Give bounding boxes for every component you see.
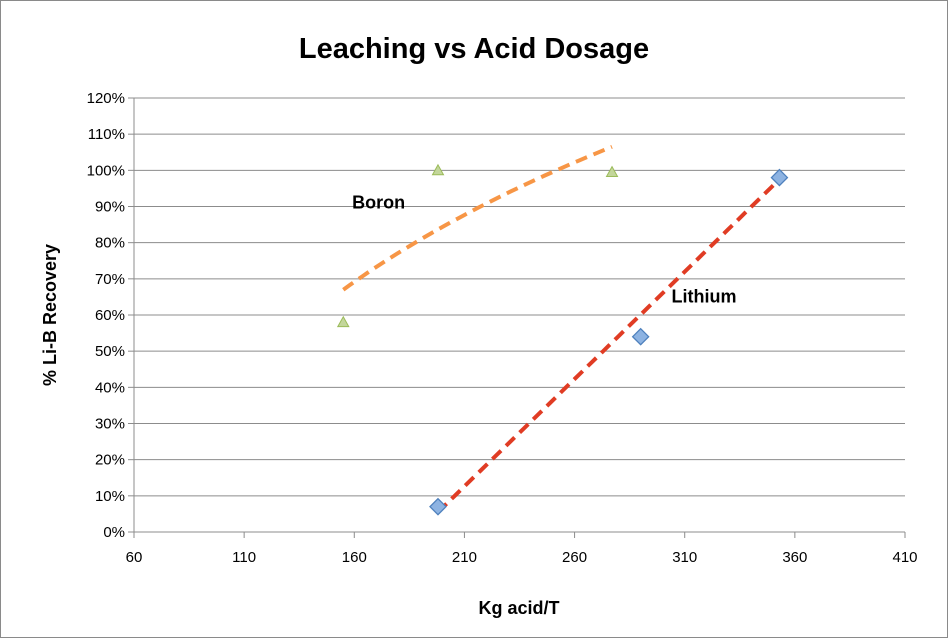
lithium-point (429, 497, 447, 516)
x-tick-label: 310 (672, 549, 697, 566)
lithium-point (770, 168, 789, 187)
x-tick-label: 160 (342, 549, 367, 566)
boron-point (336, 315, 350, 328)
annotation-boron: Boron (352, 192, 405, 212)
x-tick-label: 260 (562, 549, 587, 566)
y-tick-label: 90% (95, 199, 125, 216)
y-axis-label: % Li-B Recovery (40, 244, 60, 386)
lithium-trendline (436, 177, 781, 514)
gridlines (134, 97, 905, 497)
boron-trendline (342, 144, 613, 292)
y-tick-label: 100% (87, 162, 125, 179)
x-axis-label: Kg acid/T (478, 598, 559, 618)
y-tick-label: 30% (95, 416, 125, 433)
x-tick-label: 110 (232, 549, 256, 566)
y-tick-label: 40% (95, 379, 125, 396)
y-tick-label: 10% (95, 488, 125, 505)
y-tick-label: 80% (95, 235, 125, 252)
boron-point (431, 163, 445, 176)
y-tick-label: 110% (88, 126, 125, 143)
x-tick-label: 410 (892, 549, 917, 566)
axes: 0% 10% 20% 30% 40% 50% 60% 70% 80% 90% 100% 110% 120… (87, 90, 918, 566)
trendlines (342, 144, 781, 514)
y-tick-label: 70% (95, 271, 125, 288)
lithium-point (631, 327, 650, 346)
y-tick-label: 120% (87, 90, 125, 107)
x-tick-label: 360 (782, 549, 807, 566)
y-tick-label: 60% (95, 307, 125, 324)
y-tick-label: 0% (103, 524, 125, 541)
chart-title: Leaching vs Acid Dosage (299, 33, 649, 65)
annotations: Boron Lithium (352, 192, 736, 306)
annotation-lithium: Lithium (671, 286, 736, 306)
y-tick-label: 20% (95, 452, 125, 469)
y-tick-label: 50% (95, 343, 125, 360)
boron-point (605, 165, 619, 178)
x-tick-label: 60 (126, 549, 143, 566)
x-tick-label: 210 (452, 549, 477, 566)
data-points (336, 163, 789, 516)
